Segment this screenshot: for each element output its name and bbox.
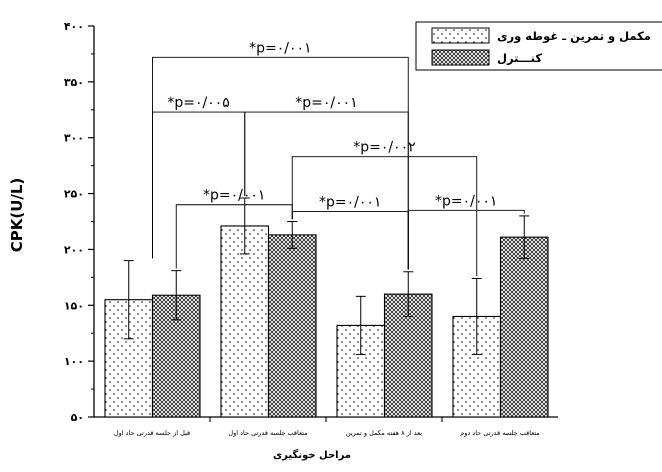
- legend-label: کنـــترل: [497, 51, 542, 65]
- y-tick-label: ۳۵۰: [64, 76, 84, 89]
- significance-bracket: *p=۰/۰۰۱: [244, 95, 409, 270]
- x-tick-label: متعاقب جلسه قدرتی حاد اول: [228, 429, 307, 437]
- p-value-label: *p=۰/۰۰۵: [167, 95, 229, 111]
- bar-control: [267, 234, 317, 418]
- p-value-label: *p=۰/۰۰۱: [319, 194, 381, 210]
- bars: [104, 197, 549, 418]
- error-bar: [123, 260, 134, 340]
- y-axis-label: CPK(U/L): [8, 178, 26, 253]
- p-value-label: *p=۰/۰۰۱: [295, 95, 357, 111]
- p-value-label: *p=۰/۰۰۲: [353, 140, 415, 156]
- bar-treatment: [220, 225, 270, 418]
- significance-bracket: *p=۰/۰۰۲: [291, 140, 478, 277]
- error-bar: [287, 221, 298, 249]
- y-tick-label: ۲۰۰: [64, 243, 84, 256]
- y-tick-label: ۲۵۰: [64, 188, 84, 201]
- significance-bracket: *p=۰/۰۰۱: [407, 193, 525, 270]
- error-bar: [519, 215, 530, 259]
- error-bar: [355, 295, 366, 355]
- legend-swatch: [431, 49, 490, 66]
- x-tick-label: بعد از ۸ هفته مکمل و تمرین: [346, 429, 422, 437]
- error-bar: [471, 277, 482, 355]
- legend-label: مکمل و تمرین ـ غوطه وری: [497, 29, 651, 44]
- legend-swatch: [431, 27, 490, 44]
- y-tick-label: ۱۵۰: [64, 299, 84, 312]
- error-bar: [171, 270, 182, 321]
- annotations: *p=۰/۰۰۱ *p=۰/۰۰۵ *p=۰/۰۰۱ *p=۰/۰۰۲ *p=۰/۰۰۱…: [152, 40, 525, 277]
- y-tick-label: ۳۰۰: [64, 132, 84, 145]
- p-value-label: *p=۰/۰۰۱: [249, 40, 311, 56]
- bar-treatment: [104, 299, 154, 418]
- y-tick-label: ۴۰۰: [64, 20, 84, 33]
- p-value-label: *p=۰/۰۰۱: [435, 193, 497, 209]
- y-tick-label: ۵۰: [71, 411, 84, 424]
- x-tick-label: متعاقب جلسه قدرتی حاد دوم: [460, 429, 540, 437]
- x-axis-label: مراحل خونگیری: [273, 448, 351, 461]
- error-bar: [403, 271, 414, 317]
- bar-control: [499, 236, 549, 418]
- error-bar: [239, 197, 250, 255]
- legend: مکمل و تمرین ـ غوطه وری کنـــترل: [415, 21, 662, 71]
- x-tick-label: قبل از جلسه قدرتی حاد اول: [114, 429, 190, 437]
- p-value-label: *p=۰/۰۰۱: [203, 188, 265, 204]
- y-tick-label: ۱۰۰: [64, 355, 84, 368]
